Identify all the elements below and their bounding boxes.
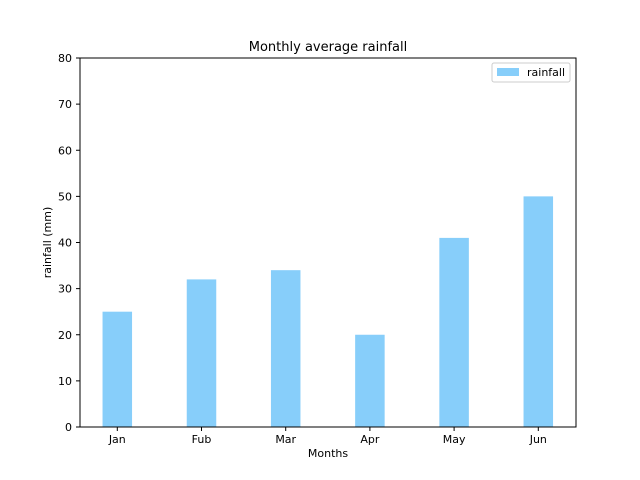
x-tick-label: Jan	[108, 433, 126, 446]
y-axis-label: rainfall (mm)	[41, 207, 54, 279]
bar-fub	[186, 279, 217, 427]
x-tick-label: Jun	[529, 433, 547, 446]
y-axis-ticks: 0 10 20 30 40 50 60 70 80	[58, 52, 80, 434]
plot-frame	[79, 57, 577, 428]
legend: rainfall	[491, 62, 571, 83]
y-tick-label: 0	[65, 421, 72, 434]
y-tick-label: 50	[58, 190, 72, 203]
y-tick-label: 70	[58, 98, 72, 111]
bar-apr	[355, 334, 385, 427]
x-axis-label: Months	[308, 447, 348, 460]
bar-jun	[523, 196, 554, 427]
chart-title: Monthly average rainfall	[249, 40, 407, 55]
x-tick-label: Mar	[275, 433, 296, 446]
y-tick-label: 30	[58, 283, 72, 296]
y-tick-label: 10	[58, 375, 72, 388]
legend-swatch-rainfall	[497, 68, 519, 76]
x-tick-label: May	[443, 433, 466, 446]
x-tick-label: Apr	[360, 433, 380, 446]
legend-label-rainfall: rainfall	[527, 66, 565, 79]
bar-mar	[270, 270, 301, 427]
y-tick-label: 60	[58, 144, 72, 157]
x-tick-label: Fub	[192, 433, 212, 446]
bar-may	[439, 237, 469, 427]
bar-jan	[102, 311, 133, 427]
x-axis-ticks: Jan Fub Mar Apr May Jun	[108, 427, 547, 446]
bars-group	[102, 196, 554, 427]
y-tick-label: 40	[58, 237, 72, 250]
legend-box	[491, 62, 571, 83]
y-tick-label: 20	[58, 329, 72, 342]
y-tick-label: 80	[58, 52, 72, 65]
